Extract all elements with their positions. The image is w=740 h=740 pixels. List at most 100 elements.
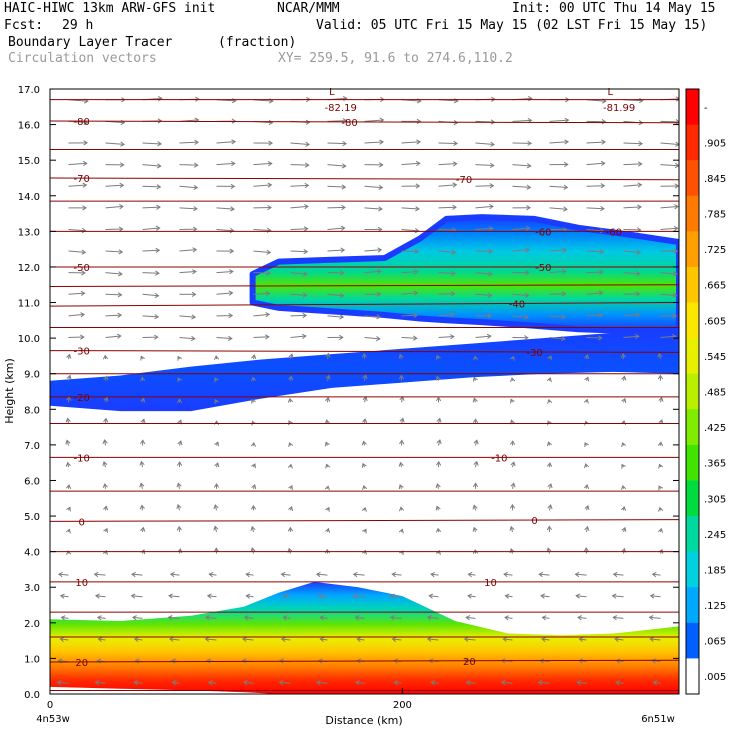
contour-label: -60 [606, 227, 622, 238]
circulation-vector [391, 571, 402, 578]
circulation-vector [537, 679, 550, 686]
y-tick-label: 5.0 [24, 512, 40, 523]
circulation-vector [68, 160, 88, 167]
circulation-vector [389, 593, 402, 599]
circulation-vector [327, 314, 345, 320]
colorbar-swatch [686, 302, 699, 339]
circulation-vector [475, 313, 493, 319]
colorbar-swatch [686, 231, 699, 268]
circulation-vector [287, 526, 294, 532]
circulation-vector [546, 377, 552, 383]
contour-label: 10 [75, 578, 88, 589]
circulation-vector [649, 593, 661, 599]
vector-field-name: Circulation vectors [8, 51, 157, 66]
circulation-vector [362, 374, 368, 381]
circulation-vector [253, 182, 273, 188]
circulation-vector [660, 248, 679, 254]
circulation-vector [364, 314, 382, 320]
circulation-vector [546, 441, 552, 447]
circulation-vector [658, 396, 664, 403]
circulation-vector [660, 162, 679, 169]
circulation-vector [658, 463, 664, 469]
circulation-vector [105, 204, 124, 210]
circulation-vector [327, 184, 347, 190]
circulation-vector [401, 312, 419, 319]
circulation-vector [214, 441, 220, 447]
circulation-vector [213, 483, 220, 489]
circulation-vector [327, 292, 345, 298]
circulation-vector [658, 485, 663, 491]
circulation-vector [652, 680, 661, 686]
colorbar-label: .065 [704, 637, 726, 648]
circulation-vector [176, 461, 183, 468]
circulation-vector [325, 441, 330, 447]
circulation-vector [287, 547, 293, 554]
circulation-vector [142, 141, 163, 147]
temperature-contour [50, 519, 679, 522]
annotations: L -82.19 L -81.99 [325, 87, 636, 114]
circulation-vector [253, 312, 271, 318]
circulation-vector [475, 183, 495, 189]
circulation-vector [398, 353, 404, 360]
circulation-vector [621, 526, 627, 533]
circulation-vector [512, 335, 529, 341]
colorbar-label: .665 [704, 281, 726, 292]
circulation-vector [324, 485, 330, 491]
circulation-vector [620, 420, 627, 425]
circulation-vector [171, 680, 180, 686]
plot-frame [49, 88, 680, 695]
circulation-vector [430, 571, 439, 578]
circulation-vector [362, 396, 368, 403]
circulation-vector [623, 204, 642, 210]
circulation-vector [546, 547, 552, 554]
circulation-vector [103, 417, 109, 424]
circulation-vector [250, 504, 257, 511]
x-axis: 0 200 4n53w 6n51w [36, 688, 675, 725]
circulation-vector [179, 247, 198, 253]
circulation-vector [327, 163, 347, 169]
circulation-vector [278, 679, 291, 686]
circulation-vector [133, 679, 143, 686]
circulation-vector [57, 571, 69, 578]
circulation-vector [65, 417, 71, 424]
circulation-vector [66, 353, 72, 360]
circulation-vector [105, 141, 126, 147]
circulation-vector [253, 140, 274, 146]
circulation-vector [623, 291, 641, 297]
circulation-vector [512, 292, 530, 298]
circulation-vector [586, 269, 604, 275]
circulation-vector [509, 525, 515, 533]
circulation-vector [620, 505, 627, 511]
circulation-vector [473, 439, 479, 446]
circulation-vector [142, 247, 161, 253]
circulation-vector [176, 525, 182, 532]
circulation-vector [140, 397, 146, 403]
circulation-vector [546, 525, 553, 532]
colorbar-swatch [686, 480, 699, 517]
circulation-vector [620, 353, 626, 360]
circulation-vector [250, 441, 257, 447]
circulation-vector [102, 439, 108, 446]
circulation-vector [401, 183, 421, 189]
circulation-vector [325, 396, 331, 403]
circulation-vector [68, 205, 87, 211]
circulation-vector [352, 571, 365, 578]
circulation-vector [179, 314, 197, 320]
circulation-vector [500, 679, 513, 686]
tracer-region [50, 327, 679, 412]
circulation-vector [401, 118, 422, 125]
colorbar-label: .125 [704, 601, 726, 612]
forecast-hours: 29 h [62, 18, 94, 33]
circulation-vector [660, 292, 678, 298]
circulation-vector [253, 249, 272, 255]
circulation-vector [103, 375, 109, 381]
circulation-vector [361, 462, 367, 468]
circulation-vector [435, 483, 441, 489]
circulation-vector [287, 397, 294, 403]
circulation-vector [398, 374, 405, 381]
circulation-vector [401, 139, 422, 145]
circulation-vector [401, 248, 420, 255]
circulation-vector [327, 247, 346, 253]
circulation-vector [463, 636, 476, 642]
circulation-vector [66, 506, 71, 512]
